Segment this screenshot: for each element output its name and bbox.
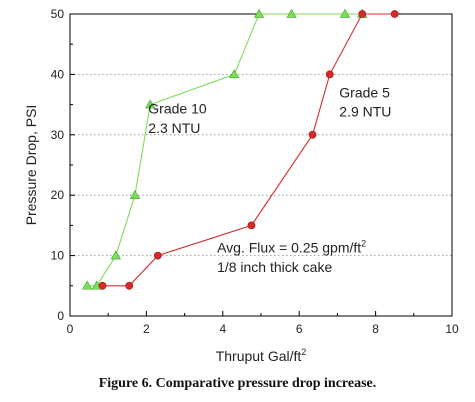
series-1-line bbox=[87, 13, 363, 287]
annotation: 1/8 inch thick cake bbox=[217, 259, 332, 275]
x-tick-label: 6 bbox=[296, 322, 303, 336]
series-1-point bbox=[286, 8, 297, 18]
x-axis-label: Thruput Gal/ft2 bbox=[216, 347, 307, 364]
y-tick-label: 50 bbox=[51, 7, 65, 21]
series-layer bbox=[82, 8, 399, 290]
annotation: 2.3 NTU bbox=[148, 120, 200, 136]
annotation-layer: Grade 10 2.3 NTU Grade 5 2.9 NTU Avg. Flux =… bbox=[148, 84, 391, 275]
series-2-point bbox=[247, 221, 256, 230]
annotation: 2.9 NTU bbox=[339, 104, 391, 120]
series-2-point bbox=[325, 70, 334, 79]
series-2-point bbox=[153, 251, 162, 260]
series-1-point bbox=[229, 69, 240, 79]
series-1-point bbox=[253, 8, 265, 18]
series-1-point bbox=[339, 8, 351, 18]
x-axis-label-superscript: 2 bbox=[301, 347, 306, 357]
series-1-point bbox=[82, 280, 93, 290]
x-tick-label: 0 bbox=[67, 322, 74, 336]
x-tick-label: 2 bbox=[143, 322, 150, 336]
annotation-superscript: 2 bbox=[361, 239, 366, 249]
annotation: Grade 5 bbox=[339, 84, 390, 100]
series-2-point bbox=[358, 10, 367, 18]
y-tick-label: 40 bbox=[51, 67, 65, 81]
y-tick-label: 0 bbox=[57, 309, 64, 323]
figure-caption: Figure 6. Comparative pressure drop incr… bbox=[98, 376, 377, 391]
y-tick-label: 10 bbox=[51, 249, 65, 263]
y-tick-label: 30 bbox=[51, 128, 65, 142]
series-2-point bbox=[390, 10, 399, 18]
series-1-point bbox=[110, 250, 121, 260]
series-1-point bbox=[129, 189, 141, 199]
annotation: Grade 10 bbox=[148, 101, 207, 117]
x-tick-label: 8 bbox=[372, 322, 379, 336]
series-2-point bbox=[125, 281, 134, 290]
annotation: Avg. Flux = 0.25 gpm/ft2 bbox=[217, 239, 366, 256]
series-2-point bbox=[98, 281, 107, 290]
axis-ticks: 0 10 20 30 40 50 0 2 4 6 8 10 bbox=[51, 7, 459, 336]
series-1-point bbox=[145, 99, 156, 109]
x-tick-label: 4 bbox=[219, 322, 226, 336]
y-tick-label: 20 bbox=[51, 188, 65, 202]
series-2-line bbox=[102, 13, 395, 287]
series-2-point bbox=[308, 130, 317, 139]
x-tick-label: 10 bbox=[445, 322, 459, 336]
y-axis-label: Pressure Drop, PSI bbox=[23, 105, 39, 226]
